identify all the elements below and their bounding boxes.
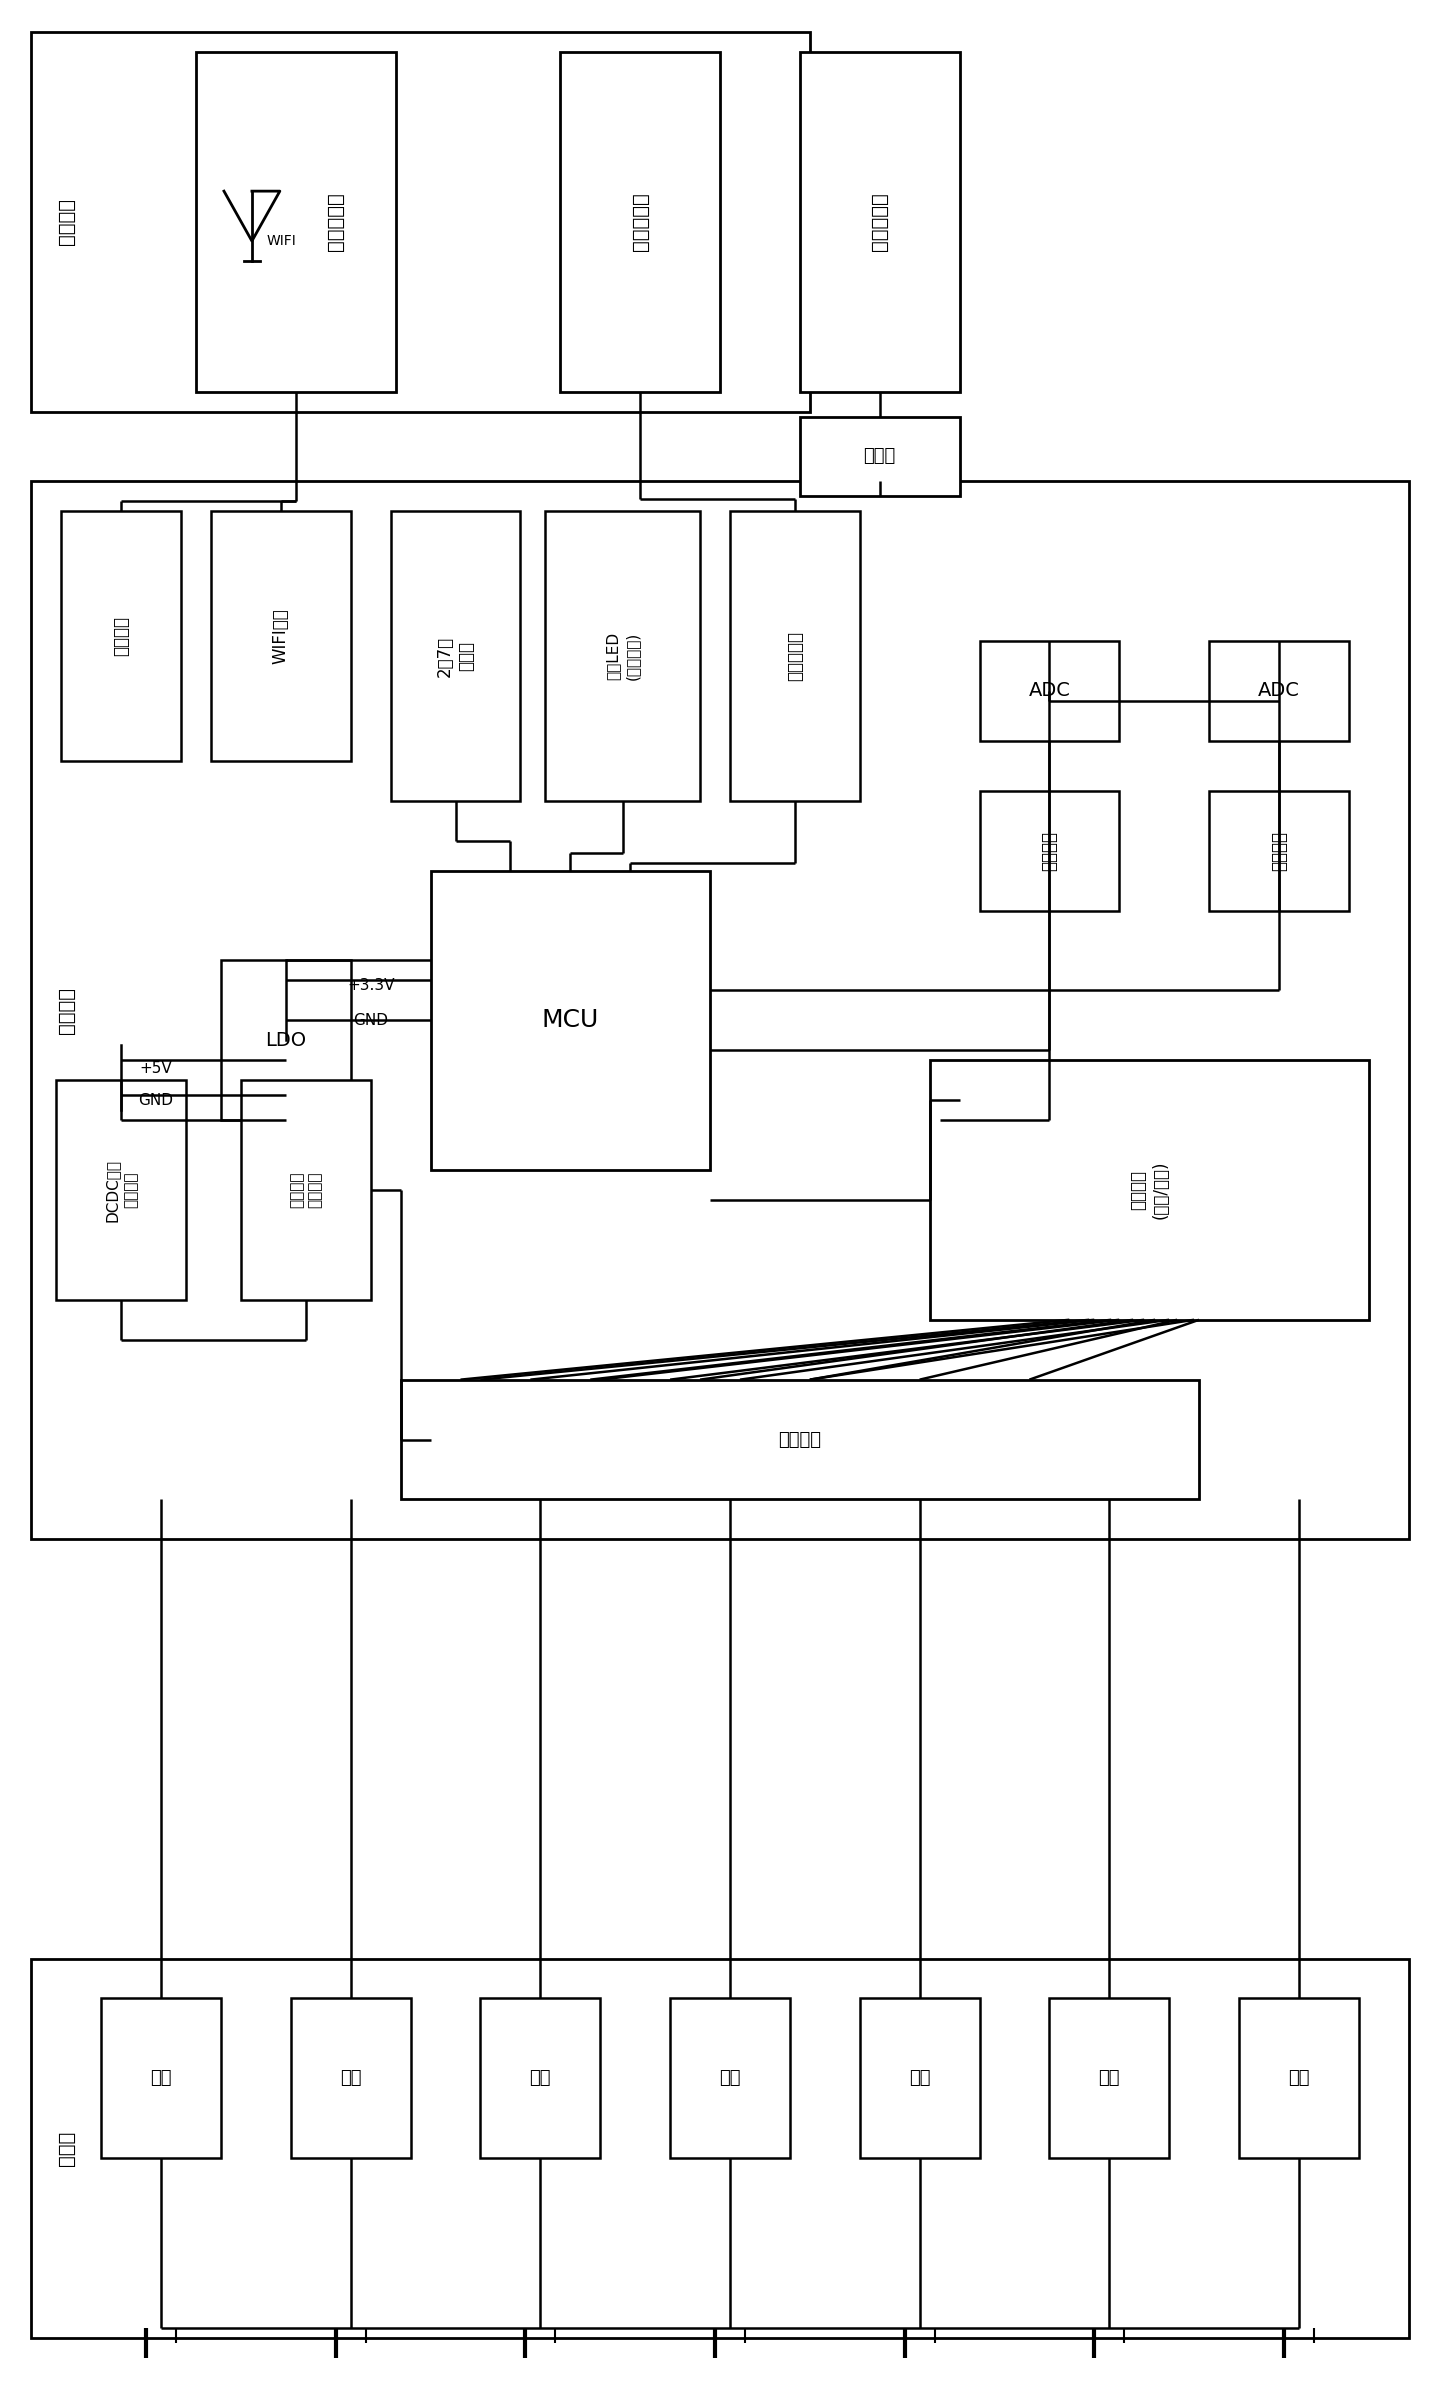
- Bar: [1239, 1999, 1358, 2158]
- Bar: [979, 790, 1119, 910]
- Text: 密封壳体: 密封壳体: [56, 986, 75, 1034]
- Text: ADC: ADC: [1028, 682, 1070, 701]
- Bar: [56, 1080, 185, 1301]
- Text: 通道切换
(控制/隔离): 通道切换 (控制/隔离): [1129, 1162, 1170, 1219]
- Text: 化成测控器: 化成测控器: [326, 192, 345, 252]
- Text: WIFI模块: WIFI模块: [272, 607, 290, 665]
- Text: DCDC隔离
开关电源: DCDC隔离 开关电源: [104, 1159, 138, 1222]
- Bar: [430, 871, 710, 1171]
- Text: 探头: 探头: [1099, 2069, 1119, 2088]
- Text: 条形码: 条形码: [863, 446, 896, 466]
- Text: 红外接收器: 红外接收器: [786, 631, 804, 682]
- Bar: [670, 1999, 789, 2158]
- Bar: [546, 511, 699, 802]
- Bar: [930, 1061, 1368, 1320]
- Bar: [195, 53, 395, 391]
- Bar: [979, 641, 1119, 742]
- Text: 反接保护
反压保护: 反接保护 反压保护: [290, 1171, 323, 1207]
- Bar: [391, 511, 520, 802]
- Text: 探头: 探头: [720, 2069, 741, 2088]
- Bar: [211, 511, 350, 761]
- Bar: [291, 1999, 411, 2158]
- Text: 探头接口: 探头接口: [779, 1430, 821, 1450]
- Text: +3.3V: +3.3V: [348, 977, 394, 994]
- Text: ADC: ADC: [1258, 682, 1300, 701]
- Bar: [61, 511, 181, 761]
- Text: 探头: 探头: [340, 2069, 362, 2088]
- Text: WIFI: WIFI: [266, 235, 297, 247]
- Text: 智能条码枪: 智能条码枪: [870, 192, 889, 252]
- Text: 互联设备: 互联设备: [56, 199, 75, 245]
- Bar: [1209, 790, 1348, 910]
- Bar: [1050, 1999, 1169, 2158]
- Text: LDO: LDO: [265, 1032, 307, 1049]
- Bar: [481, 1999, 601, 2158]
- Bar: [560, 53, 720, 391]
- Bar: [222, 960, 350, 1121]
- Text: 探头: 探头: [909, 2069, 931, 2088]
- Text: 内阻测试: 内阻测试: [1270, 830, 1287, 871]
- Text: 内置天线: 内置天线: [111, 617, 130, 655]
- Bar: [101, 1999, 222, 2158]
- Bar: [730, 511, 860, 802]
- Bar: [240, 1080, 371, 1301]
- Bar: [32, 1958, 1409, 2338]
- Text: 探头: 探头: [151, 2069, 172, 2088]
- Text: 探头: 探头: [530, 2069, 552, 2088]
- Text: 电压测试: 电压测试: [1040, 830, 1058, 871]
- Bar: [1209, 641, 1348, 742]
- Text: +5V: +5V: [139, 1061, 172, 1075]
- Text: 蓄电池: 蓄电池: [56, 2131, 75, 2165]
- Text: 红绿LED
(状态指示): 红绿LED (状态指示): [605, 631, 640, 679]
- Bar: [401, 1380, 1199, 1500]
- Bar: [32, 482, 1409, 1538]
- Bar: [799, 53, 960, 391]
- Text: GND: GND: [139, 1092, 174, 1109]
- Bar: [799, 418, 960, 497]
- Bar: [32, 31, 809, 410]
- Text: GND: GND: [353, 1013, 388, 1027]
- Text: 2位7段
数码管: 2位7段 数码管: [436, 636, 475, 677]
- Text: 红外遥控器: 红外遥控器: [631, 192, 650, 252]
- Text: MCU: MCU: [542, 1008, 599, 1032]
- Text: 探头: 探头: [1289, 2069, 1309, 2088]
- Bar: [860, 1999, 979, 2158]
